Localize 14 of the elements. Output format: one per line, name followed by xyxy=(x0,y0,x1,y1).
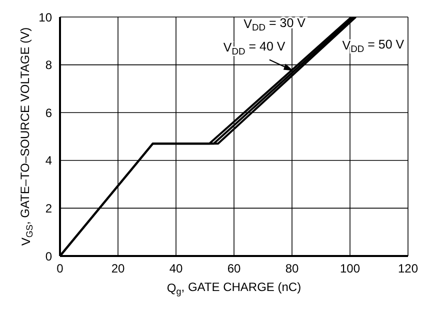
y-tick-label: 2 xyxy=(45,201,52,216)
y-tick-label: 0 xyxy=(45,249,52,264)
x-tick-label: 60 xyxy=(227,262,241,276)
y-tick-label: 6 xyxy=(45,106,52,120)
x-tick-label: 20 xyxy=(111,262,125,276)
y-tick-label: 4 xyxy=(45,154,52,168)
y-tick-label: 8 xyxy=(45,58,52,72)
y-tick-label: 10 xyxy=(38,10,52,24)
x-tick-label: 40 xyxy=(169,262,183,276)
x-tick-label: 100 xyxy=(340,262,360,276)
x-tick-label: 120 xyxy=(398,262,418,276)
x-tick-label: 0 xyxy=(56,262,64,276)
x-tick-label: 80 xyxy=(285,262,299,276)
x-axis-title: Q$_{g}$, GATE CHARGE (nC) xyxy=(166,280,302,297)
